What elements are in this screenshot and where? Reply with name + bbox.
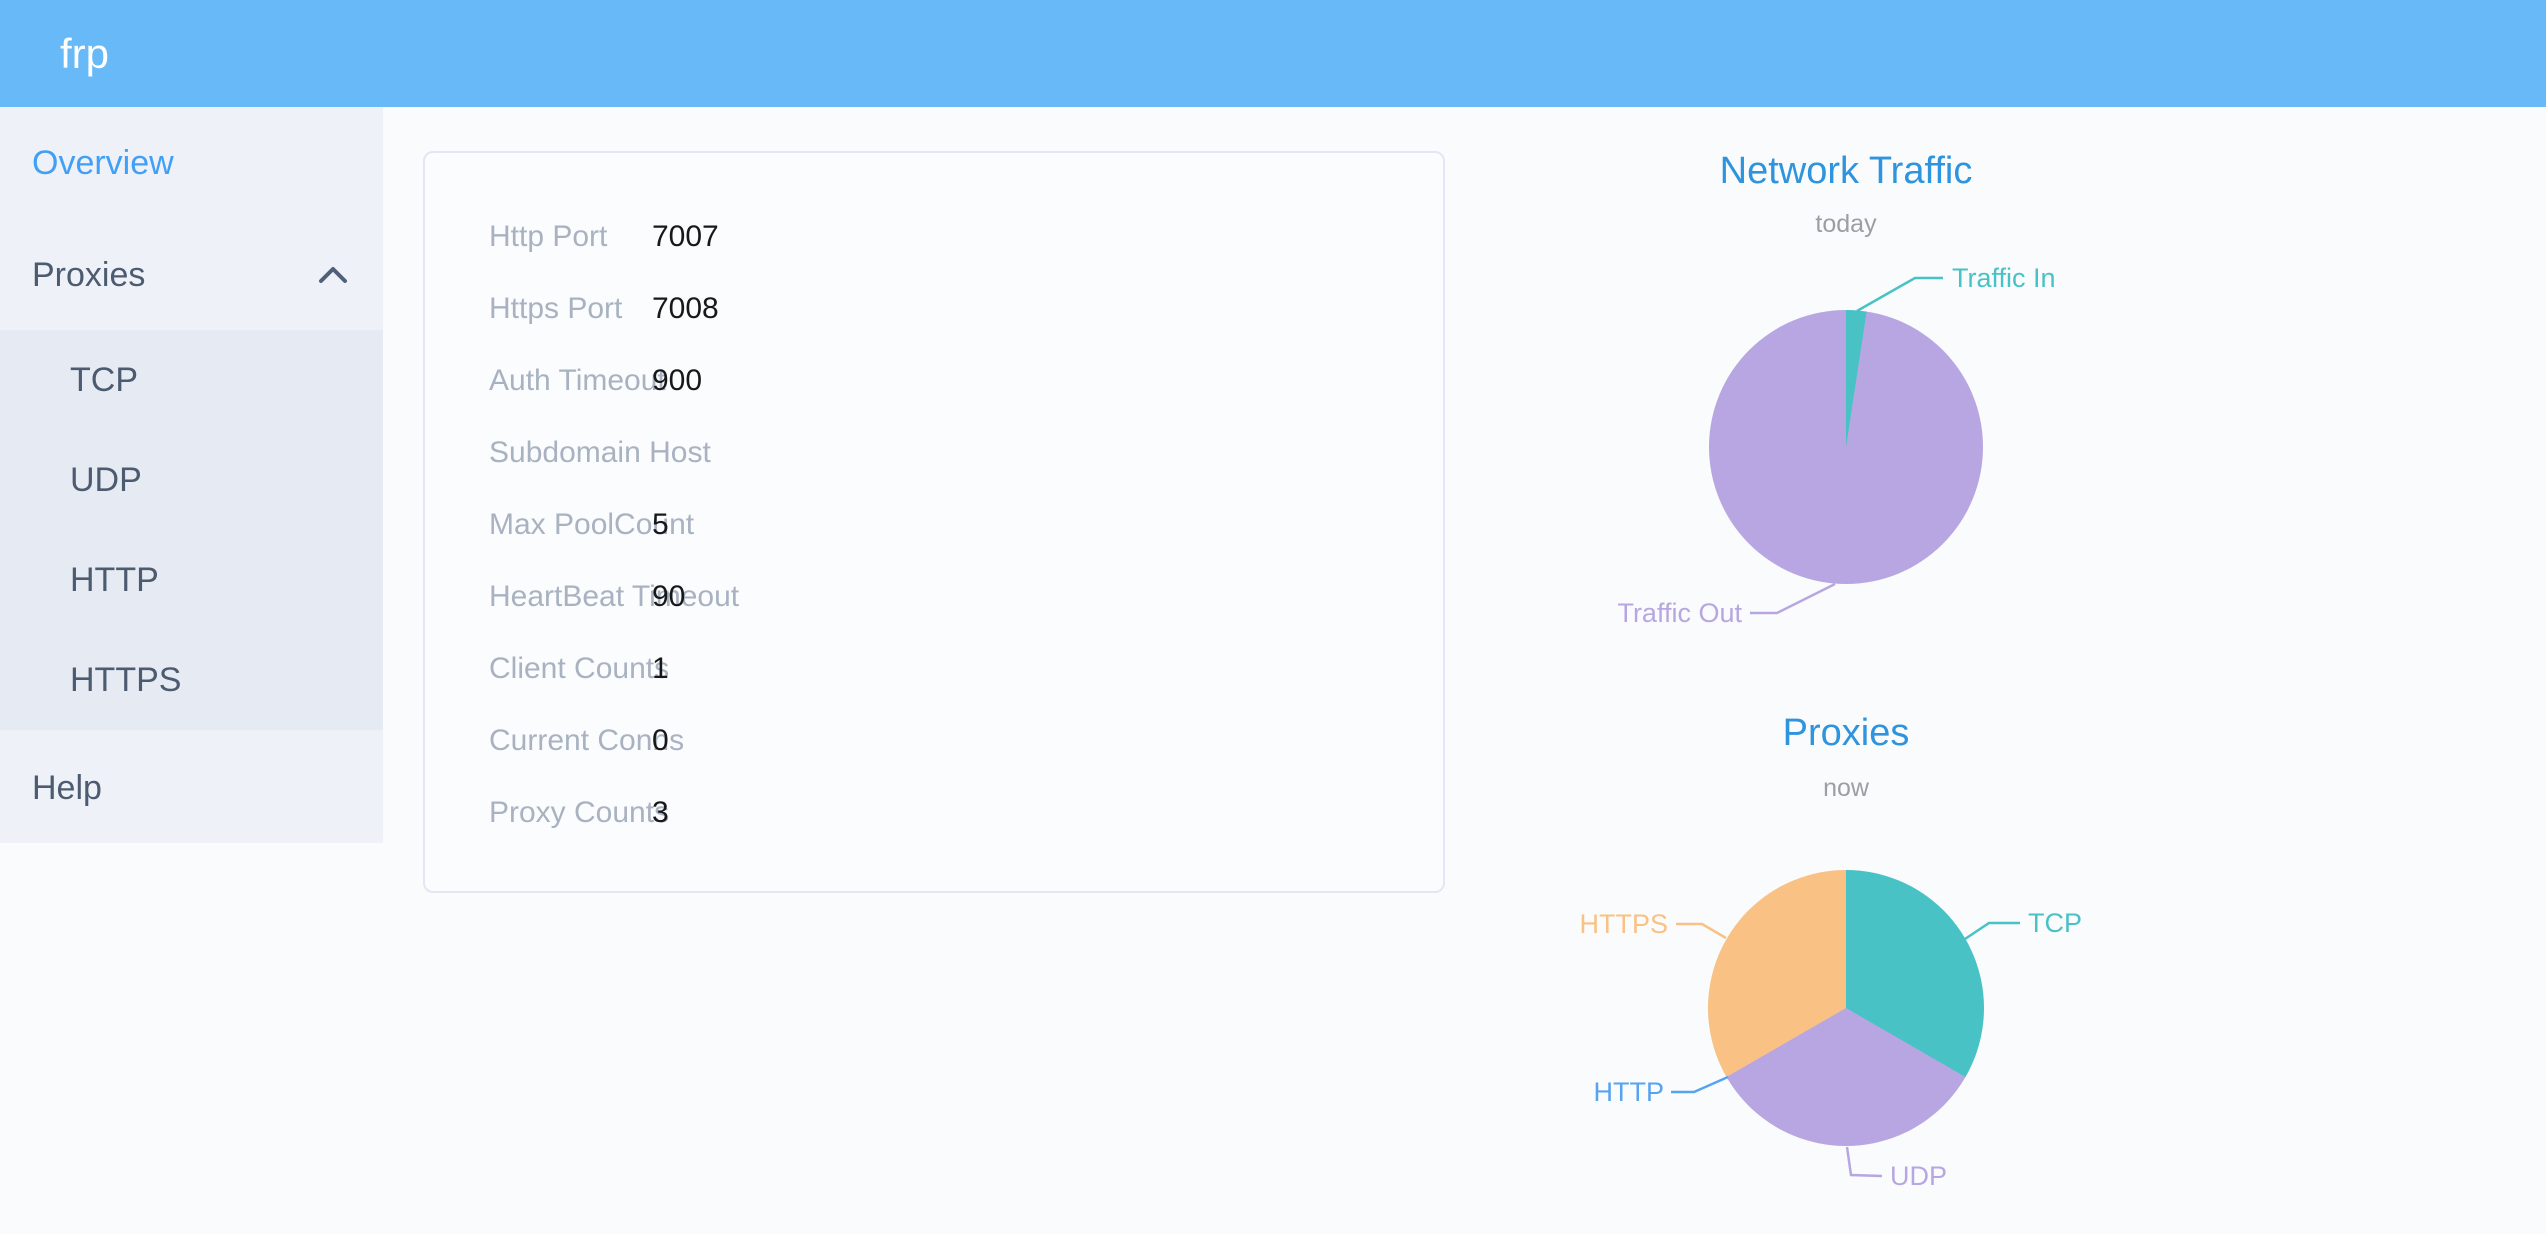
network-traffic-subtitle: today [1815, 210, 1877, 238]
config-value: 0 [652, 724, 669, 757]
config-row-max-poolcount: Max PoolCount 5 [425, 489, 1443, 561]
proxies-submenu: TCP UDP HTTP HTTPS [0, 330, 383, 730]
config-value: 5 [652, 508, 669, 541]
sidebar-item-label: UDP [70, 461, 142, 499]
config-value: 1 [652, 652, 669, 685]
sidebar-item-label: Overview [32, 144, 174, 182]
leader-traffic-out [1750, 582, 1836, 615]
config-row-subdomain-host: Subdomain Host [425, 417, 1443, 489]
app-header: frp [0, 0, 2546, 107]
config-row-client-counts: Client Counts 1 [425, 633, 1443, 705]
chevron-up-icon[interactable] [318, 266, 348, 284]
config-label: Subdomain Host [489, 436, 711, 469]
sidebar-item-label: HTTP [70, 561, 159, 599]
sidebar-item-label: HTTPS [70, 661, 182, 699]
config-label: Auth Timeout [489, 364, 666, 397]
sidebar-item-help[interactable]: Help [0, 738, 383, 838]
sidebar-item-http[interactable]: HTTP [0, 530, 383, 630]
network-traffic-title: Network Traffic [1719, 150, 1973, 192]
pie-label-https: HTTPS [1579, 909, 1668, 939]
sidebar-item-label: TCP [70, 361, 138, 399]
config-value: 7008 [652, 292, 719, 325]
config-row-current-conns: Current Conns 0 [425, 705, 1443, 777]
sidebar-item-https[interactable]: HTTPS [0, 630, 383, 730]
config-row-heartbeat-timeout: HeartBeat Timeout 90 [425, 561, 1443, 633]
leader-https [1676, 922, 1727, 940]
config-value: 7007 [652, 220, 719, 253]
config-row-auth-timeout: Auth Timeout 900 [425, 345, 1443, 417]
config-row-proxy-counts: Proxy Counts 3 [425, 777, 1443, 849]
config-label: Proxy Counts [489, 796, 670, 829]
server-config-card: Http Port 7007 Https Port 7008 Auth Time… [423, 151, 1445, 893]
pie-label-http: HTTP [1593, 1077, 1665, 1107]
config-value: 90 [652, 580, 686, 613]
sidebar-item-overview[interactable]: Overview [0, 113, 383, 213]
sidebar-item-label: Help [32, 769, 102, 807]
sidebar-item-tcp[interactable]: TCP [0, 330, 383, 430]
network-traffic-pie[interactable] [1709, 310, 1983, 584]
leader-tcp [1964, 921, 2020, 941]
config-label: Max PoolCount [489, 508, 695, 541]
config-value: 900 [652, 364, 703, 397]
config-label: Http Port [489, 220, 608, 253]
sidebar-item-label: Proxies [32, 256, 146, 294]
leader-udp [1845, 1146, 1883, 1178]
pie-label-traffic-in: Traffic In [1952, 263, 2056, 293]
leader-traffic-in [1856, 276, 1943, 313]
proxies-pie[interactable] [1708, 870, 1984, 1146]
config-label: Https Port [489, 292, 623, 325]
sidebar-item-proxies[interactable]: Proxies [0, 225, 383, 325]
sidebar: Overview Proxies TCP UDP HTTP HTTPS Help [0, 107, 383, 843]
config-label: Client Counts [489, 652, 670, 685]
config-rows: Http Port 7007 Https Port 7008 Auth Time… [425, 201, 1443, 849]
config-row-https-port: Https Port 7008 [425, 273, 1443, 345]
pie-label-traffic-out: Traffic Out [1617, 598, 1742, 628]
proxies-subtitle: now [1823, 774, 1869, 802]
pie-label-tcp: TCP [2028, 908, 2082, 938]
config-value: 3 [652, 796, 669, 829]
app-logo: frp [60, 30, 110, 77]
leader-http [1671, 1075, 1729, 1094]
pie-label-udp: UDP [1890, 1161, 1948, 1191]
config-label: HeartBeat Timeout [489, 580, 740, 613]
config-label: Current Conns [489, 724, 685, 757]
config-row-http-port: Http Port 7007 [425, 201, 1443, 273]
sidebar-item-udp[interactable]: UDP [0, 430, 383, 530]
proxies-title: Proxies [1782, 712, 1910, 754]
